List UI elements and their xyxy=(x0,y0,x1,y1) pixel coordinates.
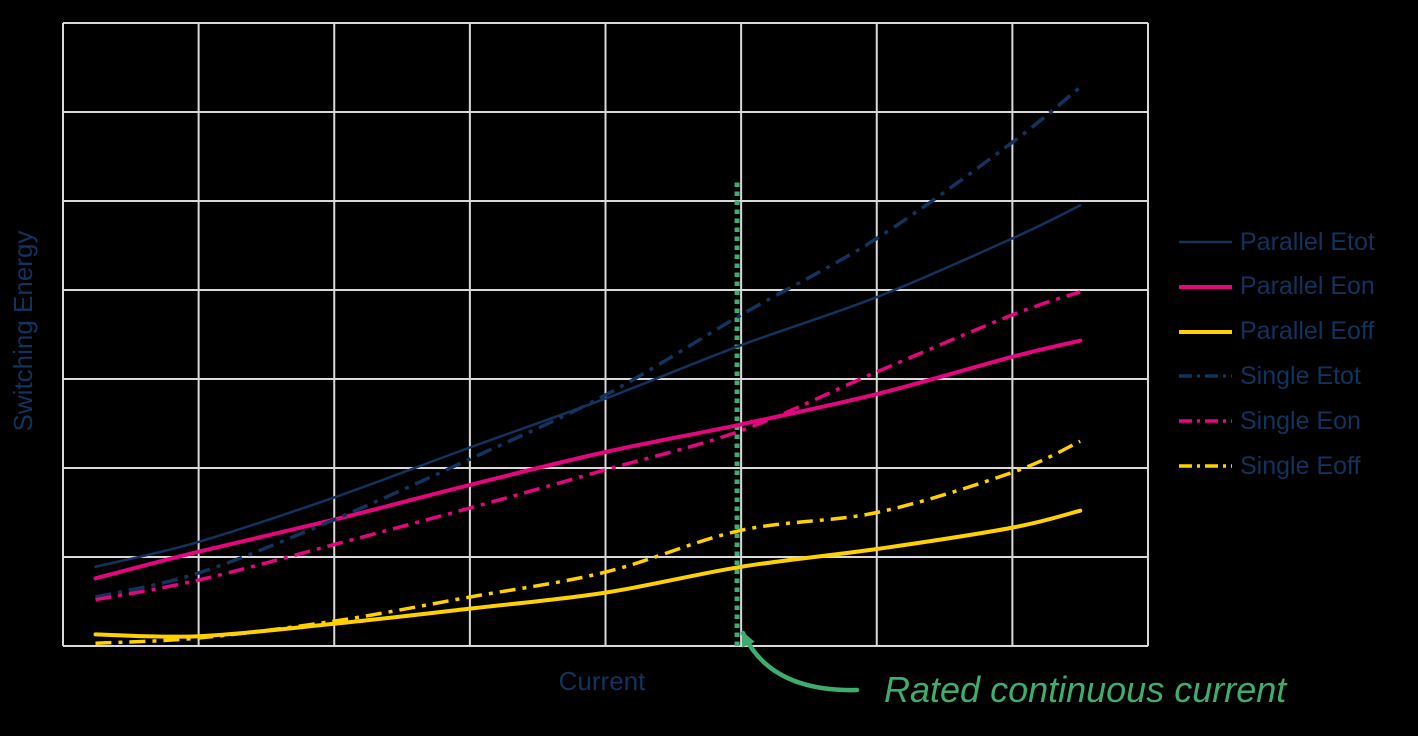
legend-item-parallel-eoff: Parallel Eoff xyxy=(1178,317,1375,346)
legend-swatch-single-eon xyxy=(1179,419,1232,423)
series-line-single-eoff xyxy=(95,439,1081,646)
series-line-parallel-eoff xyxy=(93,508,1083,639)
series-line-parallel-eon xyxy=(93,338,1083,581)
legend-swatch-parallel-eoff xyxy=(1179,329,1232,334)
legend-swatch-parallel-eon xyxy=(1179,284,1232,289)
legend-swatch-parallel-etot xyxy=(1179,240,1232,244)
legend-swatch-single-eoff xyxy=(1179,464,1232,468)
grid xyxy=(62,22,1149,647)
legend-item-parallel-eon: Parallel Eon xyxy=(1178,272,1375,301)
annotation-arrow xyxy=(740,630,860,693)
series-line-parallel-etot xyxy=(94,204,1082,569)
legend-item-single-eon: Single Eon xyxy=(1178,407,1361,435)
legend-label: Single Eon xyxy=(1240,406,1361,435)
series-line-single-etot xyxy=(95,85,1082,599)
y-axis-label: Switching Energy xyxy=(8,230,38,432)
legend-label: Parallel Eoff xyxy=(1240,317,1375,346)
legend-label: Parallel Etot xyxy=(1240,227,1375,256)
legend-label: Single Eoff xyxy=(1240,451,1361,480)
annotation-rated-continuous-current: Rated continuous current xyxy=(884,669,1287,710)
legend-label: Parallel Eon xyxy=(1240,272,1375,301)
legend-swatch-single-etot xyxy=(1179,374,1232,379)
legend-item-single-etot: Single Etot xyxy=(1178,362,1361,390)
x-axis-label: Current xyxy=(558,666,646,696)
legend-label: Single Etot xyxy=(1240,361,1361,390)
legend-item-parallel-etot: Parallel Etot xyxy=(1178,228,1375,256)
legend-item-single-eoff: Single Eoff xyxy=(1178,452,1360,480)
series-line-single-eon xyxy=(95,290,1081,602)
